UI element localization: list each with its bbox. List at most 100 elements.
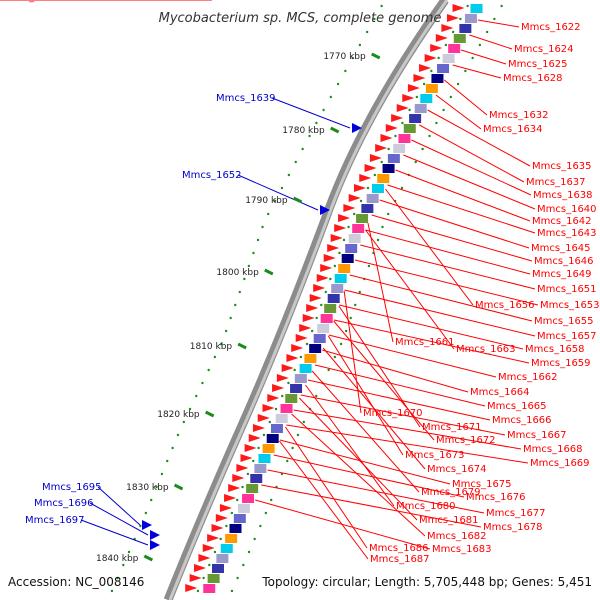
guide-dot — [394, 134, 397, 138]
gene-label[interactable]: Mmcs_1624 — [514, 44, 574, 55]
gene-category-block — [237, 504, 250, 513]
gene-label[interactable]: Mmcs_1681 — [419, 515, 479, 526]
gene-label[interactable]: Mmcs_1635 — [532, 161, 592, 172]
gene-label[interactable]: Mmcs_1673 — [405, 450, 465, 461]
gene-label[interactable]: Mmcs_1659 — [531, 358, 591, 369]
gene-category-block — [393, 144, 406, 153]
gene-label[interactable]: Mmcs_1677 — [486, 508, 546, 519]
tick-mark — [237, 342, 247, 350]
gene-category-block — [270, 424, 283, 433]
guide-dot — [359, 199, 363, 203]
gene-label[interactable]: Mmcs_1638 — [533, 190, 593, 201]
gene-label-reverse[interactable]: Mmcs_1652 — [182, 170, 242, 181]
gene-label[interactable]: Mmcs_1676 — [466, 492, 526, 503]
leader-line — [354, 259, 539, 306]
gene-label[interactable]: Mmcs_1686 — [369, 543, 429, 554]
gene-arrow — [452, 4, 465, 12]
gene-label[interactable]: Mmcs_1657 — [537, 331, 597, 342]
gene-arrow — [219, 504, 232, 512]
gene-label[interactable]: Mmcs_1680 — [396, 501, 456, 512]
gene-label[interactable]: Mmcs_1666 — [492, 415, 552, 426]
gene-category-block — [233, 514, 246, 523]
gene-arrow — [211, 524, 224, 532]
gene-label[interactable]: Mmcs_1664 — [470, 387, 530, 398]
guide-dot — [247, 550, 251, 554]
gene-label-reverse[interactable]: Mmcs_1697 — [25, 515, 85, 526]
gene-category-block — [356, 214, 369, 223]
gene-label[interactable]: Mmcs_1678 — [483, 522, 543, 533]
gene-label[interactable]: Mmcs_1642 — [532, 216, 592, 227]
gene-label[interactable]: Mmcs_1625 — [508, 59, 568, 70]
tick-label: 1790 kbp — [245, 196, 288, 206]
gene-category-block — [304, 354, 317, 363]
guide-dot — [268, 420, 272, 424]
guide-dot — [380, 160, 383, 164]
gene-label[interactable]: Mmcs_1628 — [503, 73, 563, 84]
gene-label[interactable]: Mmcs_1670 — [363, 408, 423, 419]
gene-label[interactable]: Mmcs_1691 — [0, 0, 60, 3]
guide-dot — [274, 407, 278, 411]
gene-arrow — [435, 34, 448, 42]
gene-label[interactable]: Mmcs_1674 — [427, 464, 487, 475]
tick-label: 1830 kbp — [126, 483, 169, 493]
gene-arrow — [430, 44, 443, 52]
gene-arrow — [291, 344, 304, 352]
gene-arrow — [244, 444, 257, 452]
guide-dot — [351, 56, 354, 60]
gene-category-block — [414, 104, 427, 113]
gene-label[interactable]: Mmcs_1662 — [498, 372, 558, 383]
gene-label[interactable]: Mmcs_1632 — [489, 110, 549, 121]
guide-dot — [166, 459, 169, 463]
guide-dot — [259, 524, 262, 528]
gene-category-block — [242, 494, 255, 503]
gene-label[interactable]: Mmcs_1682 — [427, 531, 487, 542]
gene-label[interactable]: Mmcs_1663 — [456, 344, 516, 355]
gene-label[interactable]: Mmcs_1656 — [475, 300, 535, 311]
gene-label[interactable]: Mmcs_1651 — [537, 284, 597, 295]
reverse-gene-arrow — [142, 520, 152, 530]
gene-label[interactable]: Mmcs_1668 — [523, 444, 583, 455]
guide-dot — [270, 498, 273, 502]
gene-label[interactable]: Mmcs_1661 — [395, 337, 455, 348]
guide-dot — [329, 277, 332, 281]
gene-label-reverse[interactable]: Mmcs_1639 — [216, 93, 276, 104]
guide-dot — [110, 589, 114, 593]
guide-dot — [344, 69, 347, 73]
gene-label[interactable]: Mmcs_1665 — [487, 401, 547, 412]
guide-dot — [264, 511, 268, 515]
gene-label-reverse[interactable]: Mmcs_1696 — [34, 498, 94, 509]
gene-label[interactable]: Mmcs_1687 — [370, 554, 430, 565]
gene-category-block — [320, 314, 333, 323]
gene-label[interactable]: Mmcs_1643 — [537, 228, 597, 239]
gene-label[interactable]: Mmcs_1683 — [432, 544, 492, 555]
gene-label[interactable]: Mmcs_1658 — [525, 344, 585, 355]
gene-label[interactable]: Mmcs_1640 — [537, 204, 597, 215]
gene-label[interactable]: Mmcs_1675 — [452, 479, 512, 490]
guide-dot — [219, 537, 222, 541]
gene-label[interactable]: Mmcs_1622 — [521, 22, 581, 33]
gene-label[interactable]: Mmcs_1653 — [540, 300, 600, 311]
gene-label[interactable]: Mmcs_1655 — [534, 316, 594, 327]
gene-label[interactable]: Mmcs_1667 — [507, 430, 567, 441]
guide-dot — [196, 589, 200, 593]
leader-line — [452, 64, 502, 79]
gene-label[interactable]: Mmcs_1634 — [483, 124, 543, 135]
gene-category-block — [212, 564, 224, 573]
gene-arrow — [302, 314, 315, 322]
gene-label[interactable]: Mmcs_1669 — [530, 458, 590, 469]
guide-dot — [202, 576, 205, 580]
gene-label[interactable]: Mmcs_1671 — [422, 422, 482, 433]
gene-arrow — [215, 514, 228, 522]
gene-label[interactable]: Mmcs_1645 — [531, 243, 591, 254]
gene-label[interactable]: Mmcs_1649 — [532, 269, 592, 280]
gene-label-reverse[interactable]: Mmcs_1695 — [42, 482, 102, 493]
gene-label[interactable]: Mmcs_1646 — [534, 256, 594, 267]
gene-arrow — [330, 234, 343, 242]
guide-dot — [139, 524, 142, 528]
gene-label[interactable]: Mmcs_1637 — [526, 177, 586, 188]
gene-arrow — [348, 194, 361, 202]
gene-label[interactable]: Mmcs_1679 — [421, 487, 481, 498]
guide-dot — [327, 368, 330, 372]
gene-label[interactable]: Mmcs_1672 — [436, 435, 496, 446]
gene-category-block — [459, 24, 472, 33]
